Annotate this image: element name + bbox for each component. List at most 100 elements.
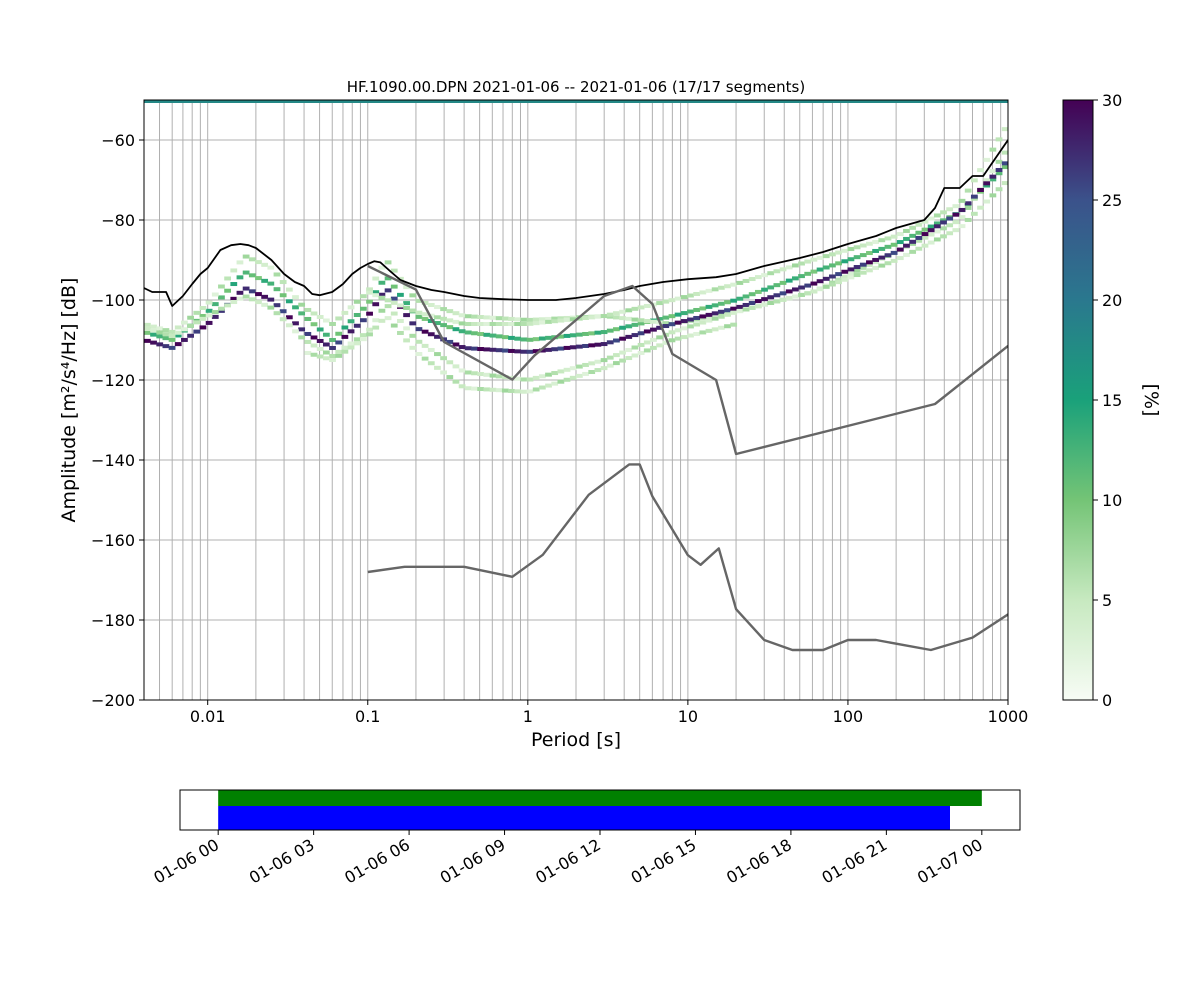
heatmap-cell — [798, 274, 805, 279]
heatmap-cell — [576, 332, 583, 337]
heatmap-cell — [859, 262, 867, 267]
heatmap-cell — [452, 327, 460, 332]
heatmap-cell — [390, 284, 398, 289]
heatmap-cell — [434, 315, 441, 320]
heatmap-cell — [668, 330, 676, 335]
y-tick-label: −200 — [91, 691, 135, 710]
heatmap-cell — [742, 307, 750, 312]
heatmap-cell — [724, 324, 731, 329]
heatmap-cell — [619, 316, 626, 321]
heatmap-cell — [841, 248, 849, 253]
heatmap-cell — [366, 327, 373, 332]
heatmap-cell — [156, 330, 164, 335]
timeline-ticks: 01-06 00 01-06 03 01-06 06 01-06 09 01-06 12… — [150, 830, 986, 887]
heatmap-cell — [785, 278, 793, 283]
heatmap-cell — [643, 319, 651, 324]
heatmap-cell — [156, 326, 164, 331]
heatmap-cell — [613, 338, 620, 343]
heatmap-cell — [144, 326, 151, 331]
heatmap-cell — [637, 331, 645, 336]
heatmap-cell — [403, 326, 410, 331]
heatmap-cell — [489, 347, 497, 352]
heatmap-cell — [970, 211, 978, 216]
heatmap-cell — [378, 280, 386, 285]
heatmap-cell — [847, 275, 855, 280]
heatmap-cell — [680, 335, 688, 340]
heatmap-cell — [248, 273, 256, 278]
heatmap-cell — [310, 322, 318, 327]
heatmap-cell — [162, 344, 170, 349]
heatmap-cell — [989, 193, 997, 198]
heatmap-cell — [440, 370, 447, 375]
heatmap-cell — [964, 188, 972, 193]
heatmap-cell — [347, 305, 355, 310]
y-tick-label: −80 — [101, 211, 135, 230]
heatmap-cell — [693, 322, 701, 327]
heatmap-cell — [983, 181, 991, 186]
heatmap-cell — [255, 260, 262, 265]
heatmap-cell — [903, 243, 910, 248]
heatmap-cell — [656, 335, 663, 340]
heatmap-cell — [545, 372, 552, 377]
heatmap-cell — [835, 280, 842, 285]
heatmap-cell — [853, 268, 861, 273]
heatmap-cell — [440, 316, 447, 321]
heatmap-cell — [569, 317, 577, 322]
heatmap-cell — [322, 356, 330, 361]
heatmap-cell — [822, 284, 830, 289]
heatmap-cell — [668, 314, 676, 319]
heatmap-cell — [816, 287, 824, 292]
heatmap-cell — [680, 311, 688, 316]
heatmap-cell — [582, 362, 589, 367]
heatmap-cell — [310, 343, 318, 348]
heatmap-cell — [625, 324, 633, 329]
heatmap-cell — [397, 303, 404, 308]
coverage-bars — [218, 790, 982, 830]
heatmap-cell — [545, 347, 552, 352]
heatmap-cell — [946, 216, 954, 221]
heatmap-cell — [927, 228, 935, 233]
heatmap-cell — [341, 349, 349, 354]
heatmap-cell — [471, 314, 478, 319]
heatmap-cell — [829, 274, 836, 279]
y-tick-label: −120 — [91, 371, 135, 390]
heatmap-cell — [316, 354, 324, 359]
heatmap-cell — [427, 318, 435, 323]
heatmap-cell — [168, 333, 176, 338]
heatmap-cell — [1001, 127, 1008, 132]
heatmap-cell — [792, 294, 799, 299]
heatmap-cell — [835, 250, 842, 255]
heatmap-cell — [162, 336, 170, 341]
heatmap-cell — [693, 307, 701, 312]
heatmap-cell — [261, 278, 269, 283]
heatmap-cell — [230, 300, 238, 305]
heatmap-cell — [205, 300, 213, 305]
heatmap-cell — [705, 312, 713, 317]
heatmap-cell — [520, 377, 528, 382]
heatmap-cell — [285, 323, 293, 328]
heatmap-cell — [705, 288, 713, 293]
heatmap-cell — [921, 227, 929, 232]
heatmap-cell — [711, 303, 719, 308]
heatmap-cell — [378, 265, 386, 270]
heatmap-cell — [150, 332, 157, 337]
heatmap-cell — [631, 353, 639, 358]
heatmap-cell — [872, 248, 879, 253]
heatmap-cell — [464, 346, 472, 351]
colorbar-ticks: 0 5 10 15 20 25 30 — [1093, 91, 1122, 710]
heatmap-cell — [822, 254, 830, 259]
heatmap-cell — [792, 263, 799, 268]
heatmap-cell — [933, 229, 941, 234]
chart-title: HF.1090.00.DPN 2021-01-06 -- 2021-01-06 … — [347, 78, 805, 96]
heatmap-cell — [668, 298, 676, 303]
heatmap-cell — [421, 312, 429, 317]
heatmap-cell — [211, 292, 219, 297]
heatmap-cell — [532, 375, 540, 380]
heatmap-cell — [372, 302, 380, 307]
heatmap-cell — [181, 320, 188, 325]
heatmap-cell — [853, 265, 861, 270]
psd-plot: 0.01 0.1 1 10 100 1000 −200 −180 −160 −140 −120 −1… — [58, 78, 1028, 751]
heatmap-cell — [656, 301, 663, 306]
heatmap-cell — [489, 322, 497, 326]
heatmap-cell — [983, 157, 991, 162]
